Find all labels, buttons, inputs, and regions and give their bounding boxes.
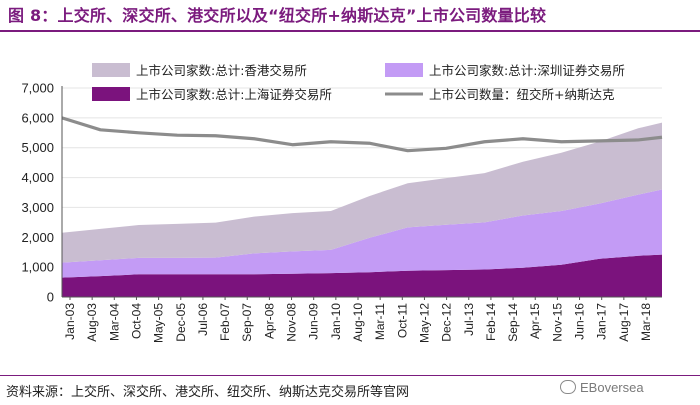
chart: 0 1,000 2,000 3,000 4,000 5,000 6,000 7,000 Jan… bbox=[21, 63, 663, 343]
y-tick-label: 3,000 bbox=[21, 200, 54, 215]
area-hk bbox=[62, 122, 662, 263]
x-tick-label: Oct-11 bbox=[395, 303, 409, 338]
area-sh bbox=[62, 254, 662, 297]
x-tick-label: Oct-04 bbox=[129, 303, 143, 339]
x-tick-label: Apr-08 bbox=[262, 303, 276, 339]
x-tick-label: Nov-08 bbox=[285, 303, 299, 342]
y-tick-label: 6,000 bbox=[21, 110, 54, 125]
x-tick-label: Jul-13 bbox=[462, 303, 476, 336]
legend-label: 上市公司数量：纽交所+纳斯达克 bbox=[429, 87, 614, 102]
legend-swatch bbox=[92, 87, 130, 101]
line-us bbox=[61, 116, 663, 153]
x-tick-label: Jan-17 bbox=[595, 303, 609, 340]
y-tick-label: 2,000 bbox=[21, 230, 54, 245]
bottom-divider bbox=[0, 375, 700, 376]
x-tick-label: Jun-16 bbox=[573, 303, 587, 340]
source-note: 资料来源：上交所、深交所、港交所、纽交所、纳斯达克交易所等官网 bbox=[6, 385, 410, 400]
area-series bbox=[62, 122, 662, 297]
chart-title: 图 8：上交所、深交所、港交所以及“纽交所+纳斯达克”上市公司数量比较 bbox=[8, 6, 547, 25]
y-tick-label: 7,000 bbox=[21, 81, 54, 96]
line-series bbox=[61, 116, 663, 153]
x-tick-label: Jul-06 bbox=[196, 303, 210, 336]
y-tick-label: 5,000 bbox=[21, 140, 54, 155]
x-tick-label: Sep-14 bbox=[506, 303, 520, 342]
x-tick-label: Mar-11 bbox=[373, 303, 387, 340]
x-tick-label: Mar-04 bbox=[107, 303, 121, 341]
legend-swatch bbox=[385, 63, 423, 77]
x-ticks: Jan-03 Aug-03 Mar-04 Oct-04 May-05 Dec-05 Jul-… bbox=[63, 297, 653, 343]
y-ticks: 0 1,000 2,000 3,000 4,000 5,000 6,000 7,000 bbox=[21, 81, 54, 305]
watermark-text: EBoversea bbox=[580, 380, 644, 395]
wechat-icon bbox=[560, 380, 576, 394]
x-tick-label: Aug-10 bbox=[351, 303, 365, 342]
y-tick-label: 0 bbox=[47, 290, 54, 305]
legend-label: 上市公司家数:总计:香港交易所 bbox=[136, 63, 307, 78]
x-tick-label: May-05 bbox=[152, 303, 166, 343]
legend-label: 上市公司家数:总计:上海证券交易所 bbox=[136, 87, 332, 102]
x-tick-label: Mar-18 bbox=[639, 303, 653, 341]
x-tick-label: Sep-07 bbox=[240, 303, 254, 342]
x-tick-label: Jan-10 bbox=[329, 303, 343, 340]
title-divider bbox=[0, 30, 700, 32]
watermark: EBoversea bbox=[560, 380, 644, 395]
x-tick-label: Feb-14 bbox=[484, 303, 498, 341]
legend-label: 上市公司家数:总计:深圳证券交易所 bbox=[429, 63, 625, 78]
axes bbox=[61, 86, 662, 298]
x-tick-label: Nov-15 bbox=[550, 303, 564, 342]
x-tick-label: May-12 bbox=[417, 303, 431, 343]
x-tick-label: Dec-05 bbox=[174, 303, 188, 342]
x-tick-label: Aug-03 bbox=[85, 303, 99, 342]
area-sz bbox=[62, 189, 662, 278]
x-tick-label: Aug-17 bbox=[617, 303, 631, 342]
x-tick-label: Dec-12 bbox=[440, 303, 454, 342]
y-tick-label: 4,000 bbox=[21, 170, 54, 185]
x-tick-label: Feb-07 bbox=[218, 303, 232, 341]
x-tick-label: Jan-03 bbox=[63, 303, 77, 340]
x-tick-label: Apr-15 bbox=[528, 303, 542, 339]
legend-swatch bbox=[92, 63, 130, 77]
y-tick-label: 1,000 bbox=[21, 260, 54, 275]
x-tick-label: Jun-09 bbox=[307, 303, 321, 340]
legend: 上市公司家数:总计:香港交易所 上市公司家数:总计:深圳证券交易所上市公司家数:总… bbox=[92, 63, 625, 102]
